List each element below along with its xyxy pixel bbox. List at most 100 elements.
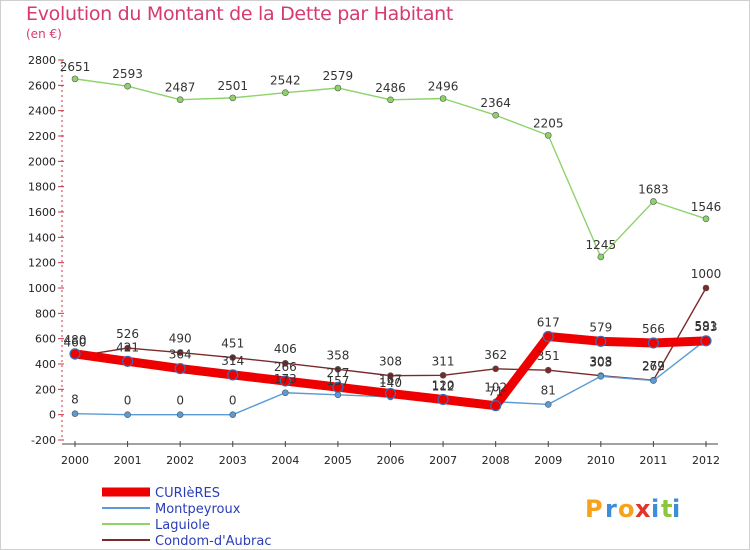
data-point <box>387 96 394 104</box>
logo-letter: r <box>605 495 617 523</box>
data-label: 140 <box>379 376 402 390</box>
data-point <box>121 355 134 367</box>
logo-letter: t <box>661 495 672 523</box>
data-label: 358 <box>326 348 349 362</box>
x-tick-label: 2002 <box>166 454 194 467</box>
data-label: 1683 <box>638 182 669 196</box>
chart-title: Evolution du Montant de la Dette par Hab… <box>26 3 454 25</box>
y-tick-label: 600 <box>35 333 56 346</box>
data-point <box>647 337 660 349</box>
data-label: 8 <box>71 393 79 407</box>
y-tick-label: 2800 <box>28 54 56 67</box>
x-tick-label: 2004 <box>271 454 299 467</box>
data-point <box>437 393 449 406</box>
y-tick-label: 1800 <box>28 181 56 194</box>
data-label: 308 <box>379 355 402 369</box>
legend-label-0: CURIèRES <box>155 486 220 501</box>
logo-letter: i <box>672 495 680 523</box>
data-label: 2205 <box>533 116 564 130</box>
data-point <box>702 215 710 223</box>
x-tick-label: 2011 <box>639 454 667 467</box>
data-point <box>124 411 131 418</box>
data-label: 120 <box>432 378 455 392</box>
data-label: 566 <box>642 322 665 336</box>
data-label: 71 <box>488 385 503 399</box>
data-point <box>384 387 397 400</box>
data-point <box>227 369 239 381</box>
data-label: 617 <box>537 316 560 330</box>
data-point <box>650 198 657 205</box>
x-tick-label: 2003 <box>219 454 247 467</box>
legend-label-2: Laguiole <box>155 518 210 533</box>
data-label: 0 <box>176 394 184 408</box>
data-point <box>332 381 344 393</box>
data-point <box>334 366 342 373</box>
data-label: 583 <box>695 320 718 334</box>
data-label: 2593 <box>112 67 143 81</box>
data-label: 314 <box>221 354 244 368</box>
data-label: 81 <box>541 383 556 397</box>
y-tick-label: 800 <box>35 307 56 320</box>
x-tick-label: 2006 <box>377 454 405 467</box>
data-label: 2501 <box>217 79 248 93</box>
data-label: 406 <box>274 342 297 356</box>
x-tick-label: 2005 <box>324 454 352 467</box>
data-label: 421 <box>116 340 139 354</box>
data-label: 2364 <box>480 96 511 110</box>
x-tick-label: 2012 <box>692 454 720 467</box>
data-point <box>702 284 710 292</box>
data-label: 157 <box>326 374 349 388</box>
data-label: 112 <box>432 379 455 393</box>
data-label: 526 <box>116 327 139 341</box>
data-label: 1245 <box>586 238 617 252</box>
data-label: 272 <box>642 359 665 373</box>
x-tick-label: 2000 <box>61 454 89 467</box>
x-tick-label: 2007 <box>429 454 457 467</box>
data-label: 303 <box>589 355 612 369</box>
data-point <box>700 335 712 347</box>
legend: CURIèRESMontpeyrouxLaguioleCondom-d'Aubr… <box>102 486 272 549</box>
x-tick-label: 2008 <box>482 454 510 467</box>
data-point <box>387 372 394 379</box>
data-label: 451 <box>221 337 244 351</box>
x-tick-label: 2009 <box>534 454 562 467</box>
data-label: 364 <box>169 348 192 362</box>
series-line-2 <box>74 78 707 258</box>
data-label: 269 <box>642 360 665 374</box>
data-label: 1000 <box>691 267 722 281</box>
data-point <box>492 365 499 373</box>
logo-letter: P <box>585 495 603 523</box>
data-point <box>124 344 131 352</box>
y-tick-label: 0 <box>49 409 56 422</box>
data-labels: 2651 2593 2487 2501 2542 2579 2486 2496 2364 2205… <box>60 60 722 408</box>
data-point <box>597 372 605 380</box>
data-label: 308 <box>589 355 612 369</box>
data-point <box>650 377 657 384</box>
y-tick-label: -200 <box>31 434 56 447</box>
data-label: 0 <box>124 394 132 408</box>
data-label: 591 <box>695 319 718 333</box>
data-label: 167 <box>379 373 402 387</box>
data-point <box>490 400 502 412</box>
legend-label-1: Montpeyroux <box>155 502 241 517</box>
x-tick-label: 2001 <box>114 454 142 467</box>
data-point <box>229 94 237 102</box>
data-label: 490 <box>169 332 192 346</box>
data-point <box>542 330 554 343</box>
y-tick-label: 2400 <box>28 105 56 118</box>
y-tick-label: 2200 <box>28 130 56 143</box>
legend-label-3: Condom-d'Aubrac <box>155 534 272 549</box>
data-label: 311 <box>432 354 455 368</box>
y-tick-label: 400 <box>35 358 56 371</box>
chart-subtitle: (en €) <box>26 27 62 41</box>
data-point <box>176 411 184 418</box>
data-label: 351 <box>537 349 560 363</box>
data-label: 2487 <box>165 81 196 95</box>
series-layer <box>69 75 712 418</box>
data-point <box>71 75 79 83</box>
data-label: 2496 <box>428 80 459 94</box>
data-point <box>229 411 237 418</box>
y-tick-label: 1600 <box>28 206 56 219</box>
